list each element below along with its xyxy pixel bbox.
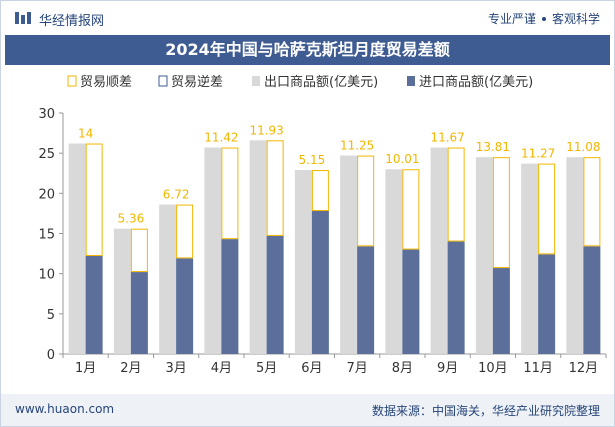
y-tick-label: 20 <box>38 187 55 202</box>
header-tags: 专业严谨 客观科学 <box>488 10 600 27</box>
import-bar <box>402 249 420 354</box>
import-bar <box>583 246 601 354</box>
surplus-bracket <box>85 143 103 256</box>
x-tick-label: 12月 <box>569 361 599 376</box>
x-tick-label: 11月 <box>523 361 553 376</box>
surplus-bracket <box>266 140 284 236</box>
tag-professional: 专业严谨 <box>487 12 536 26</box>
import-bar <box>221 239 239 354</box>
y-tick-label: 25 <box>38 147 55 162</box>
import-bar <box>85 255 103 354</box>
legend-label: 出口商品额(亿美元) <box>264 75 378 90</box>
legend-label: 进口商品额(亿美元) <box>419 75 533 90</box>
y-tick-label: 15 <box>38 228 55 243</box>
x-tick-label: 8月 <box>392 361 413 376</box>
top-bar: 华经情报网 专业严谨 客观科学 <box>1 1 614 35</box>
import-bar <box>538 254 556 354</box>
x-tick-label: 2月 <box>120 361 141 376</box>
legend-swatch-surplus <box>67 75 77 87</box>
x-tick-label: 3月 <box>165 361 186 376</box>
balance-labels: 14 5.36 6.72 11.42 11.93 5.15 11.25 10.01 11.67 1… <box>78 123 601 225</box>
export-bar <box>159 204 177 354</box>
legend-swatch-import <box>407 76 415 86</box>
brand-name: 华经情报网 <box>39 14 105 29</box>
tag-objective: 客观科学 <box>551 12 600 26</box>
y-tick-label: 10 <box>38 268 55 283</box>
import-bar <box>176 258 194 354</box>
x-tick-label: 1月 <box>75 361 96 376</box>
export-bar <box>113 228 131 354</box>
data-source: 数据来源：中国海关，华经产业研究院整理 <box>371 404 600 418</box>
bars <box>68 140 601 354</box>
x-tick-label: 4月 <box>211 361 232 376</box>
surplus-bracket <box>221 147 239 240</box>
import-bar <box>130 272 148 354</box>
import-bar <box>311 211 329 354</box>
surplus-bracket <box>357 155 375 247</box>
balance-label: 5.15 <box>299 153 326 167</box>
axes: 0 5 10 15 20 25 30 1月 2月 3月 4月 5月 6月 7月 8月 9月 10月 11月 12月 <box>38 107 607 376</box>
balance-label: 11.67 <box>430 131 464 145</box>
legend-label: 贸易顺差 <box>80 75 132 90</box>
balance-label: 11.25 <box>340 139 374 153</box>
export-bar <box>204 147 222 354</box>
balance-label: 14 <box>78 127 93 141</box>
surplus-bracket <box>538 163 556 255</box>
surplus-bracket <box>583 157 601 247</box>
x-tick-label: 5月 <box>256 361 277 376</box>
export-bar <box>294 170 312 354</box>
chart-title: 2024年中国与哈萨克斯坦月度贸易差额 <box>165 40 450 59</box>
balance-label: 6.72 <box>163 188 190 202</box>
legend-swatch-export <box>252 76 260 86</box>
export-bar <box>340 155 358 354</box>
y-tick-label: 0 <box>47 348 55 363</box>
chart-svg: 贸易顺差 贸易逆差 出口商品额(亿美元) 进口商品额(亿美元) 0 5 10 15 20 25 3… <box>38 74 607 376</box>
website-link[interactable]: www.huaon.com <box>15 402 115 416</box>
y-tick-label: 30 <box>38 107 55 122</box>
balance-label: 11.42 <box>204 131 238 145</box>
balance-label: 10.01 <box>385 152 419 166</box>
import-bar <box>447 241 465 354</box>
x-tick-label: 10月 <box>478 361 508 376</box>
x-tick-label: 6月 <box>301 361 322 376</box>
export-bar <box>521 163 539 354</box>
surplus-bracket <box>447 147 465 242</box>
surplus-bracket <box>311 170 329 212</box>
surplus-bracket <box>402 169 420 250</box>
export-bar <box>385 169 403 354</box>
surplus-bracket <box>176 204 194 259</box>
export-bar <box>430 147 448 354</box>
separator-dot-icon <box>541 16 546 21</box>
legend: 贸易顺差 贸易逆差 出口商品额(亿美元) 进口商品额(亿美元) <box>67 74 533 90</box>
x-tick-label: 9月 <box>437 361 458 376</box>
legend-swatch-deficit <box>158 75 168 87</box>
surplus-bracket <box>492 157 510 269</box>
export-bar <box>566 157 584 354</box>
export-bar <box>475 157 493 354</box>
title-bar: 2024年中国与哈萨克斯坦月度贸易差额 <box>5 35 610 65</box>
balance-label: 11.27 <box>521 147 555 161</box>
import-bar <box>492 268 510 354</box>
balance-label: 11.93 <box>249 123 283 137</box>
surplus-bracket <box>130 228 148 273</box>
y-tick-label: 5 <box>47 308 55 323</box>
x-tick-label: 7月 <box>346 361 367 376</box>
import-bar <box>357 246 375 354</box>
export-bar <box>68 143 86 354</box>
balance-label: 13.81 <box>476 140 510 154</box>
huajing-logo-icon <box>15 12 31 24</box>
legend-label: 贸易逆差 <box>171 74 223 90</box>
balance-label: 11.08 <box>566 140 600 154</box>
balance-label: 5.36 <box>118 212 145 226</box>
export-bar <box>249 140 267 354</box>
footer: www.huaon.com 数据来源：中国海关，华经产业研究院整理 <box>1 394 614 426</box>
import-bar <box>266 235 284 354</box>
